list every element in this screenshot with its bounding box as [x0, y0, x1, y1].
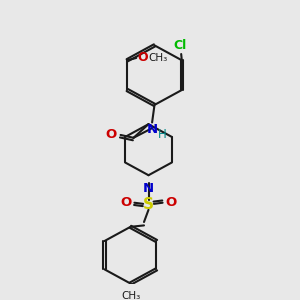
- Text: O: O: [106, 128, 117, 141]
- Text: CH₃: CH₃: [148, 53, 167, 63]
- Text: S: S: [143, 197, 154, 212]
- Text: CH₃: CH₃: [121, 292, 140, 300]
- Text: N: N: [146, 123, 158, 136]
- Text: O: O: [138, 52, 148, 64]
- Text: H: H: [158, 128, 167, 141]
- Text: O: O: [120, 196, 131, 209]
- Text: O: O: [166, 196, 177, 209]
- Text: N: N: [143, 182, 154, 195]
- Text: Cl: Cl: [174, 39, 187, 52]
